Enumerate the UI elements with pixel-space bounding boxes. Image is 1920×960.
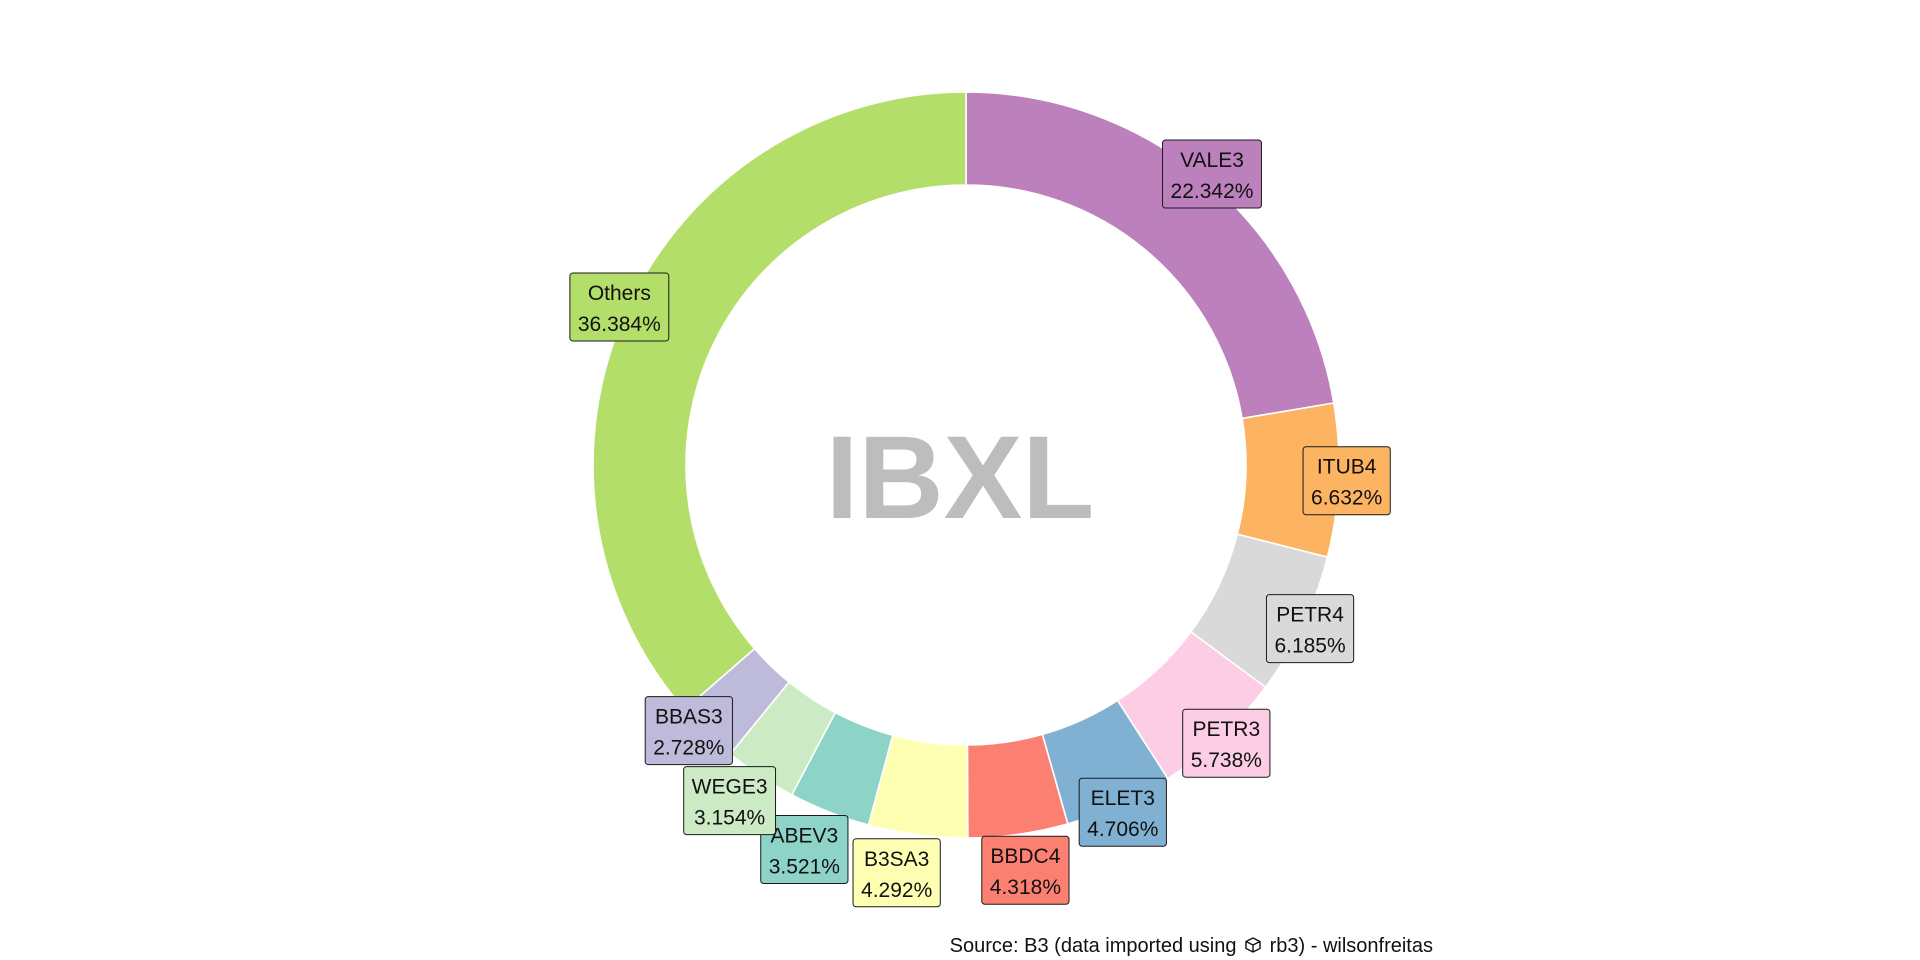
label-ticker: ITUB4 (1317, 456, 1377, 479)
label-ticker: ABEV3 (770, 824, 838, 847)
label-abev3: ABEV3 3.521% (760, 814, 849, 884)
label-box (1265, 594, 1355, 664)
label-box (1302, 446, 1391, 516)
caption-suffix: rb3) - wilsonfreitas (1269, 935, 1433, 957)
label-ticker: Others (588, 282, 651, 305)
label-percent: 22.342% (1171, 180, 1254, 203)
label-others: Others 36.384% (569, 272, 670, 342)
label-percent: 4.318% (990, 876, 1061, 899)
label-ticker: BBDC4 (990, 845, 1060, 868)
label-box (683, 766, 777, 836)
label-bbas3: BBAS3 2.728% (644, 696, 733, 766)
label-b3sa3: B3SA3 4.292% (852, 838, 941, 908)
label-box (569, 272, 670, 342)
label-ticker: WEGE3 (692, 776, 768, 799)
label-box (1182, 708, 1271, 778)
label-box (1162, 139, 1262, 209)
label-box (1078, 777, 1167, 847)
label-petr3: PETR3 5.738% (1182, 708, 1271, 778)
label-vale3: VALE3 22.342% (1162, 139, 1262, 209)
slice-vale3 (965, 91, 1335, 420)
label-percent: 6.185% (1274, 635, 1345, 658)
label-ticker: B3SA3 (864, 848, 929, 871)
label-percent: 3.154% (694, 807, 765, 830)
caption-prefix: Source: B3 (data imported using (949, 935, 1237, 957)
label-ticker: PETR4 (1276, 604, 1344, 627)
label-percent: 6.632% (1311, 487, 1382, 510)
label-box (760, 814, 849, 884)
label-box (981, 835, 1070, 905)
label-wege3: WEGE3 3.154% (683, 766, 777, 836)
label-box (644, 696, 733, 766)
package-icon (1245, 937, 1261, 953)
label-ticker: PETR3 (1192, 718, 1260, 741)
slice-others (592, 91, 967, 711)
label-percent: 4.292% (861, 879, 932, 902)
label-ticker: BBAS3 (655, 706, 723, 729)
slice-labels: VALE3 22.342% ITUB4 6.632% PETR4 6.185% PETR3 5… (569, 139, 1391, 908)
label-percent: 5.738% (1191, 749, 1262, 772)
label-ticker: VALE3 (1180, 149, 1244, 172)
label-percent: 3.521% (769, 855, 840, 878)
label-itub4: ITUB4 6.632% (1302, 446, 1391, 516)
label-percent: 4.706% (1087, 818, 1158, 841)
center-label: IBXL (826, 412, 1095, 544)
label-percent: 36.384% (578, 313, 661, 336)
label-ticker: ELET3 (1091, 787, 1155, 810)
label-bbdc4: BBDC4 4.318% (981, 835, 1070, 905)
label-box (852, 838, 941, 908)
source-caption: Source: B3 (data imported using rb3) - w… (950, 935, 1433, 958)
label-elet3: ELET3 4.706% (1078, 777, 1167, 847)
label-petr4: PETR4 6.185% (1265, 594, 1355, 664)
label-percent: 2.728% (653, 737, 724, 760)
